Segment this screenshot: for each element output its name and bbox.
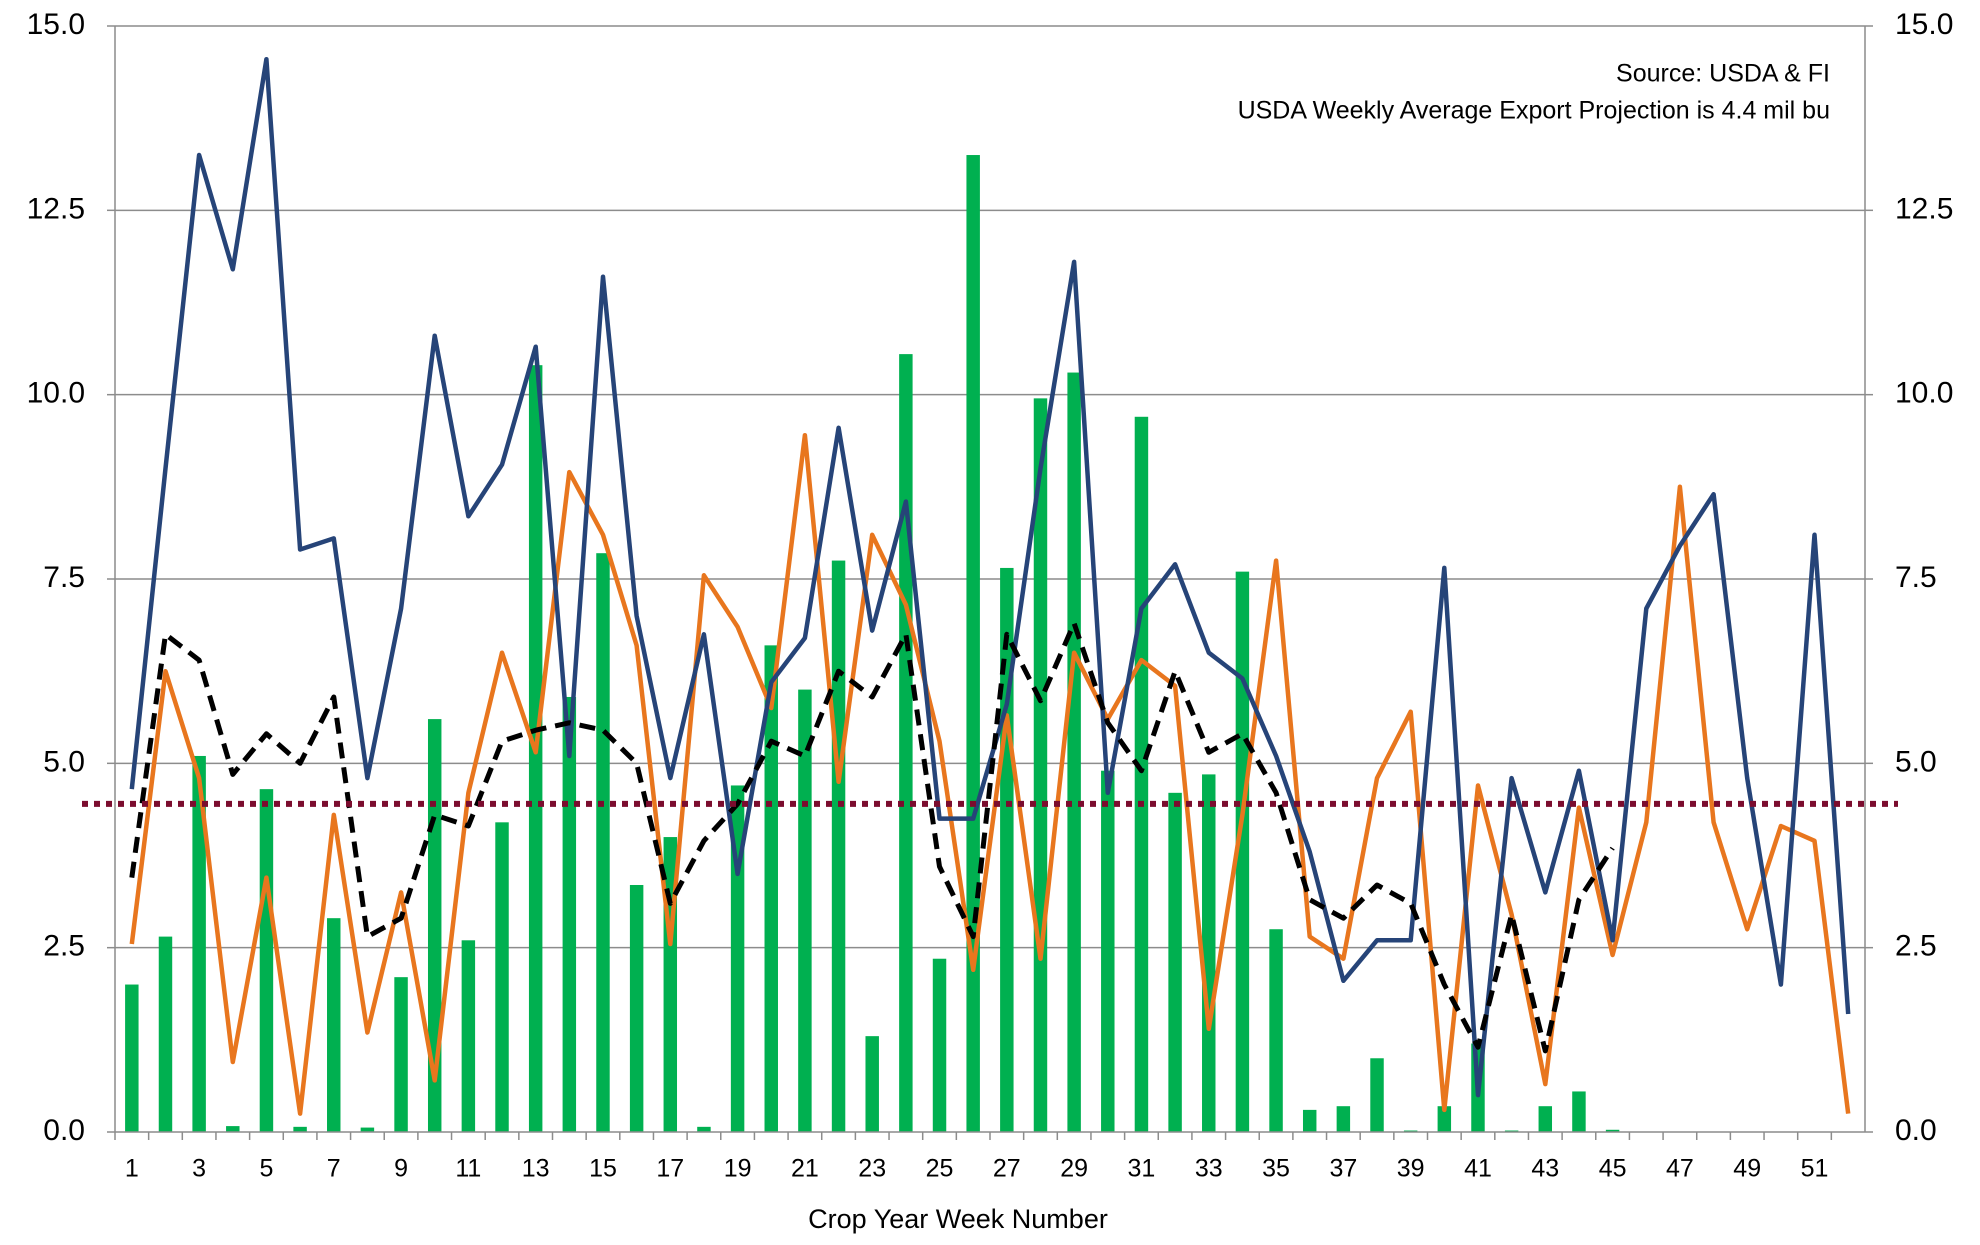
x-tick-label: 43 [1531, 1155, 1559, 1183]
bar [360, 1127, 375, 1132]
y-tick-label: 2.5 [43, 930, 85, 963]
bar [1572, 1091, 1586, 1132]
bar [831, 560, 846, 1132]
bar [1336, 1106, 1351, 1132]
y2-tick-label: 12.5 [1895, 192, 1953, 225]
x-tick-label: 37 [1329, 1155, 1357, 1183]
y-tick-label: 5.0 [43, 745, 85, 778]
y2-tick-label: 5.0 [1895, 745, 1937, 778]
bar [1134, 416, 1149, 1133]
y-tick-label: 12.5 [27, 192, 85, 225]
bar [226, 1126, 240, 1132]
y-tick-label: 10.0 [27, 377, 85, 410]
x-tick-label: 17 [656, 1155, 684, 1183]
bar [730, 785, 745, 1132]
annotation: USDA Weekly Average Export Projection is… [1238, 97, 1830, 125]
x-tick-label: 45 [1599, 1155, 1627, 1183]
x-tick-label: 11 [455, 1155, 481, 1183]
bar [1605, 1129, 1620, 1132]
y2-tick-label: 10.0 [1895, 377, 1953, 410]
y-tick-label: 7.5 [43, 561, 85, 594]
bar [966, 155, 980, 1133]
line [129, 56, 1851, 1098]
line [129, 432, 1851, 1116]
x-tick-label: 15 [589, 1155, 617, 1183]
bar [1269, 929, 1283, 1132]
bar [158, 936, 173, 1132]
bar [1235, 571, 1250, 1132]
bar [1101, 770, 1115, 1132]
bar [798, 689, 812, 1132]
x-tick-label: 39 [1397, 1155, 1425, 1183]
x-tick-label: 1 [125, 1155, 139, 1183]
y2-tick-label: 15.0 [1895, 8, 1953, 41]
x-tick-label: 49 [1733, 1155, 1761, 1183]
bar [1437, 1106, 1452, 1132]
x-tick-label: 5 [259, 1155, 273, 1183]
x-tick-label: 27 [993, 1155, 1021, 1183]
bar [125, 984, 139, 1132]
bar [293, 1126, 307, 1132]
x-tick-label: 9 [394, 1155, 408, 1183]
bar [764, 645, 778, 1132]
bar [1302, 1109, 1317, 1132]
x-axis-title: Crop Year Week Number [808, 1204, 1108, 1234]
bar [394, 977, 408, 1132]
y-tick-label: 15.0 [27, 8, 85, 41]
y-tick-label: 0.0 [43, 1114, 85, 1147]
x-tick-label: 19 [724, 1155, 752, 1183]
bar [1067, 372, 1081, 1133]
bar [1370, 1058, 1384, 1132]
x-tick-label: 51 [1801, 1155, 1829, 1183]
bar [327, 918, 341, 1132]
x-tick-label: 23 [858, 1155, 886, 1183]
bar [865, 1036, 879, 1132]
bar [461, 940, 476, 1132]
bar [697, 1126, 711, 1132]
bar [192, 755, 206, 1132]
bar [259, 789, 274, 1132]
x-tick-label: 33 [1195, 1155, 1223, 1183]
x-tick-label: 47 [1666, 1155, 1694, 1183]
x-tick-label: 29 [1060, 1155, 1088, 1183]
annotation: Source: USDA & FI [1616, 60, 1830, 88]
x-tick-label: 31 [1128, 1155, 1156, 1183]
bar [1168, 792, 1182, 1132]
bar [899, 354, 913, 1132]
y2-tick-label: 2.5 [1895, 930, 1937, 963]
y2-tick-label: 0.0 [1895, 1114, 1937, 1147]
bar [495, 822, 509, 1132]
bar [1538, 1106, 1553, 1132]
dashed-line [129, 620, 1615, 1054]
x-tick-label: 41 [1464, 1155, 1492, 1183]
x-tick-label: 3 [192, 1155, 206, 1183]
bar [1202, 774, 1216, 1132]
bar [1000, 567, 1014, 1132]
bar [596, 553, 610, 1132]
bar [562, 696, 577, 1132]
x-tick-label: 35 [1262, 1155, 1290, 1183]
bar [629, 884, 644, 1132]
x-tick-label: 7 [327, 1155, 341, 1183]
x-tick-label: 25 [926, 1155, 954, 1183]
bar [932, 958, 947, 1132]
y2-tick-label: 7.5 [1895, 561, 1937, 594]
x-tick-label: 13 [522, 1155, 550, 1183]
x-tick-label: 21 [791, 1155, 819, 1183]
